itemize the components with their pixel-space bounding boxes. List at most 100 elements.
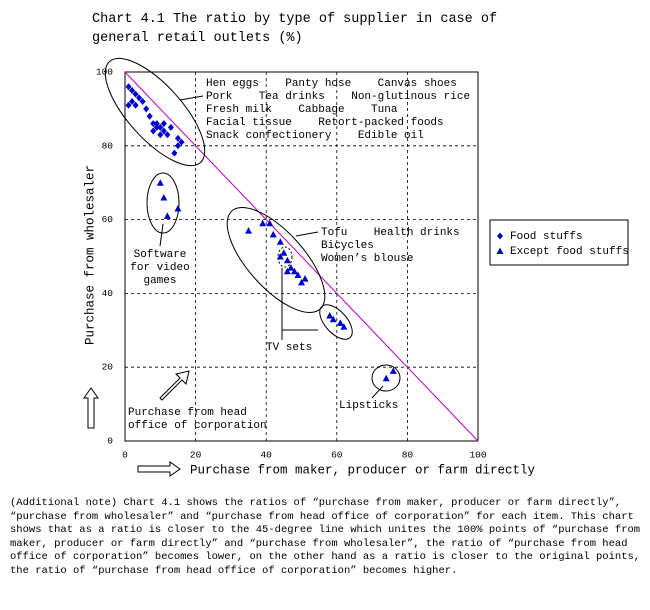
point xyxy=(156,179,164,186)
annotation-shapes xyxy=(83,57,401,477)
point xyxy=(329,315,337,323)
point xyxy=(132,90,139,98)
point xyxy=(389,367,397,374)
point xyxy=(139,98,146,106)
hollow-arrow xyxy=(137,461,181,477)
point xyxy=(132,101,139,109)
point xyxy=(129,86,136,94)
diagonal-line xyxy=(124,71,479,442)
annotation: games xyxy=(143,275,176,287)
ellipse xyxy=(277,246,293,268)
point xyxy=(157,131,164,139)
annotation: Facial tissue Retort-packed foods xyxy=(206,117,444,129)
ellipse xyxy=(104,57,206,167)
point xyxy=(153,123,160,131)
point xyxy=(287,264,295,271)
point xyxy=(125,101,132,109)
point xyxy=(150,120,157,128)
x-tick-label: 100 xyxy=(469,450,486,461)
annotation: Tofu Health drinks xyxy=(321,227,460,239)
y-axis-label: Purchase from wholesaler xyxy=(83,165,97,345)
x-tick-label: 40 xyxy=(260,450,272,461)
annotation: Hen eggs Panty hose Canvas shoes xyxy=(206,78,457,90)
annotation: Snack confectionery Edible oil xyxy=(206,130,424,142)
chart-title: Chart 4.1 The ratio by type of supplier … xyxy=(92,12,498,46)
point xyxy=(174,134,181,142)
pointer xyxy=(159,223,164,247)
point xyxy=(326,312,334,319)
point xyxy=(129,98,136,106)
point xyxy=(157,123,164,131)
hollow-arrow xyxy=(83,387,99,429)
point xyxy=(497,232,503,240)
annotation: Lipsticks xyxy=(339,400,398,412)
legend xyxy=(489,219,629,266)
point xyxy=(136,94,143,102)
point xyxy=(336,319,344,326)
point xyxy=(146,112,153,120)
pointer xyxy=(295,231,319,237)
point xyxy=(164,131,171,139)
annotation: Bicycles xyxy=(321,240,374,252)
ellipse xyxy=(319,304,353,340)
legend-label: Except food stuffs xyxy=(510,246,629,258)
point xyxy=(276,238,284,245)
point xyxy=(160,120,167,128)
point xyxy=(143,105,150,113)
x-tick-label: 60 xyxy=(331,450,343,461)
point xyxy=(294,271,302,278)
pointer xyxy=(179,95,204,101)
note: (Additional note) Chart 4.1 shows the ra… xyxy=(10,497,641,577)
annotation: Pork Tea drinks Non-glutinous rice xyxy=(206,91,470,103)
point xyxy=(298,278,305,286)
point xyxy=(160,127,167,135)
point xyxy=(178,138,185,146)
y-tick-label: 80 xyxy=(102,140,114,151)
annotation: Purchase from head xyxy=(128,407,247,419)
point xyxy=(163,212,171,219)
ellipse xyxy=(371,364,401,392)
annotation: Fresh milk Cabbage Tuna xyxy=(206,104,398,116)
point xyxy=(153,120,160,128)
y-tick-label: 100 xyxy=(96,67,113,78)
point xyxy=(496,247,504,254)
point xyxy=(290,267,298,275)
point xyxy=(340,323,348,330)
hollow-arrow xyxy=(159,370,190,401)
point xyxy=(174,205,182,212)
point xyxy=(125,83,132,91)
annotation: office of corporation xyxy=(128,420,267,432)
point xyxy=(160,193,168,201)
pointer xyxy=(371,385,384,399)
x-axis-label: Purchase from maker, producer or farm di… xyxy=(190,463,536,477)
point xyxy=(266,219,274,227)
point xyxy=(171,149,178,157)
point xyxy=(150,127,157,135)
point xyxy=(167,123,174,131)
annotation: Women’s blouse xyxy=(321,253,413,265)
x-tick-label: 0 xyxy=(122,450,128,461)
y-tick-label: 20 xyxy=(102,362,114,373)
y-tick-label: 40 xyxy=(102,288,114,299)
annotation: for video xyxy=(130,262,189,274)
point xyxy=(276,253,284,260)
point xyxy=(259,219,267,227)
point xyxy=(245,227,253,234)
point xyxy=(174,142,181,150)
x-tick-label: 20 xyxy=(190,450,202,461)
annotation: Software xyxy=(134,249,187,261)
legend-label: Food stuffs xyxy=(510,231,583,243)
point xyxy=(269,230,277,238)
grid xyxy=(124,71,479,442)
point xyxy=(382,374,390,382)
point xyxy=(283,267,291,275)
y-tick-label: 60 xyxy=(102,214,114,225)
annotation: TV sets xyxy=(266,342,312,354)
x-tick-label: 80 xyxy=(402,450,414,461)
point xyxy=(280,249,288,256)
y-tick-label: 0 xyxy=(107,436,113,447)
ellipse xyxy=(146,172,180,234)
point xyxy=(301,275,309,282)
